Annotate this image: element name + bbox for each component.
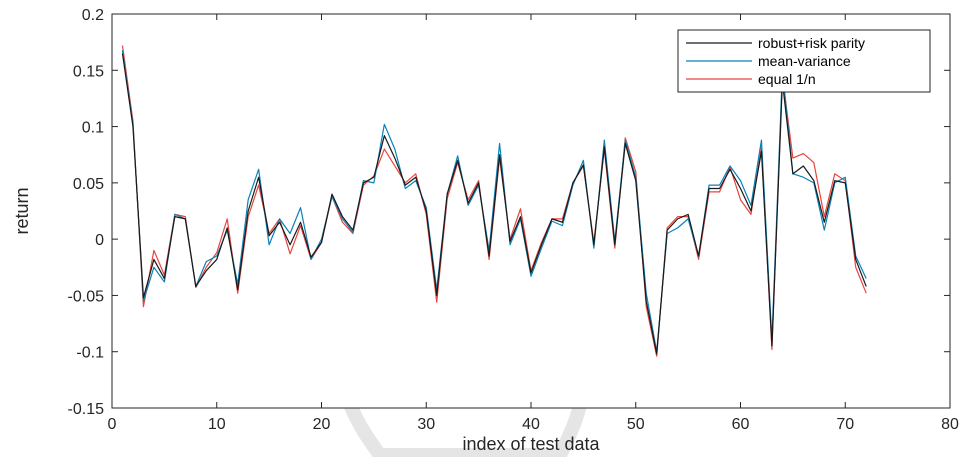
- y-tick-label: -0.1: [76, 345, 104, 362]
- legend-label: robust+risk parity: [758, 35, 865, 51]
- y-tick-label: 0.2: [82, 7, 104, 24]
- legend-label: equal 1/n: [758, 71, 816, 87]
- y-tick-label: 0.05: [73, 176, 104, 193]
- y-axis-label: return: [12, 187, 32, 234]
- x-tick-label: 40: [522, 416, 540, 433]
- x-tick-label: 0: [108, 416, 117, 433]
- series-line-0: [121, 53, 867, 355]
- x-tick-label: 50: [627, 416, 645, 433]
- y-tick-label: 0: [95, 232, 104, 249]
- x-tick-label: 20: [313, 416, 331, 433]
- y-axis: 0.2 0.15 0.1 0.05 0 -0.05 -0.1 -0.15: [68, 7, 950, 418]
- x-tick-label: 10: [208, 416, 226, 433]
- y-tick-label: 0.1: [82, 120, 104, 137]
- legend-label: mean-variance: [758, 53, 851, 69]
- x-tick-label: 80: [941, 416, 959, 433]
- y-tick-label: -0.15: [68, 401, 105, 418]
- series-line-1: [121, 49, 867, 353]
- x-axis-label: index of test data: [462, 434, 600, 454]
- x-tick-label: 60: [732, 416, 750, 433]
- y-tick-label: -0.05: [68, 288, 105, 305]
- legend: robust+risk parity mean-variance equal 1/n: [677, 29, 931, 93]
- x-axis: 0 10 20 30 40 50 60 70 80: [108, 14, 959, 433]
- series-layer: [121, 45, 867, 357]
- x-tick-label: 70: [836, 416, 854, 433]
- x-tick-label: 30: [417, 416, 435, 433]
- y-tick-label: 0.15: [73, 63, 104, 80]
